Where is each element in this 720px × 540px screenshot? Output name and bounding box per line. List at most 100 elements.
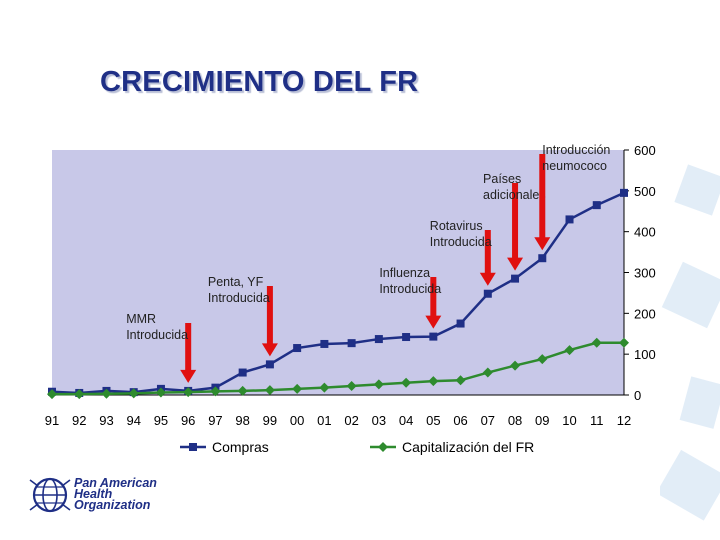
x-tick-label: 94 xyxy=(126,413,140,428)
decorative-watermark-icon xyxy=(660,164,720,521)
data-point xyxy=(537,354,548,365)
data-point xyxy=(511,274,520,283)
x-tick-label: 95 xyxy=(154,413,168,428)
org-name-line: Organization xyxy=(74,498,151,512)
y-tick-label: 500 xyxy=(634,184,656,199)
data-point xyxy=(264,385,275,396)
org-name-line: Pan American xyxy=(74,476,157,490)
series-line xyxy=(52,341,624,396)
data-point xyxy=(455,375,466,386)
data-point xyxy=(538,254,547,263)
annotation-arrow-head xyxy=(425,315,442,329)
x-tick-label: 93 xyxy=(99,413,113,428)
data-point xyxy=(401,377,412,388)
data-point xyxy=(428,376,439,387)
x-tick-label: 04 xyxy=(399,413,413,428)
x-tick-label: 12 xyxy=(617,413,631,428)
data-point xyxy=(155,387,166,398)
x-tick-label: 01 xyxy=(317,413,331,428)
data-point xyxy=(128,388,139,399)
data-point xyxy=(429,332,438,341)
annotation-arrow-head xyxy=(534,237,551,251)
paho-globe-logo-icon xyxy=(29,477,71,513)
data-point xyxy=(374,335,383,344)
data-point xyxy=(346,381,357,392)
data-point xyxy=(237,385,248,396)
annotation-arrow-shaft xyxy=(512,183,519,259)
annotation-label: Países xyxy=(483,172,521,186)
x-tick-label: 00 xyxy=(290,413,304,428)
x-tick-label: 10 xyxy=(562,413,576,428)
x-tick-label: 91 xyxy=(45,413,59,428)
data-point xyxy=(620,188,628,197)
y-tick-label: 200 xyxy=(634,306,656,321)
annotation-arrow-head xyxy=(261,343,278,357)
annotation-label: adicionales xyxy=(483,188,546,202)
data-point xyxy=(373,379,384,390)
data-point xyxy=(565,215,574,224)
annotation-label: Introducida xyxy=(208,291,270,305)
data-point xyxy=(510,360,521,371)
x-tick-label: 05 xyxy=(426,413,440,428)
annotation-label: Introducida xyxy=(430,235,492,249)
org-name-line: Health xyxy=(74,487,113,501)
x-tick-label: 07 xyxy=(481,413,495,428)
data-point xyxy=(482,367,493,378)
x-tick-label: 08 xyxy=(508,413,522,428)
annotation-label: Introducida xyxy=(379,282,441,296)
data-point xyxy=(101,388,112,399)
x-tick-label: 02 xyxy=(344,413,358,428)
data-point xyxy=(292,383,303,394)
x-tick-label: 92 xyxy=(72,413,86,428)
y-tick-label: 600 xyxy=(634,143,656,158)
y-tick-label: 100 xyxy=(634,347,656,362)
x-tick-label: 03 xyxy=(372,413,386,428)
plot-area xyxy=(52,150,624,395)
annotation-arrow-head xyxy=(507,257,524,271)
x-tick-label: 98 xyxy=(235,413,249,428)
annotation-label: Influenza xyxy=(379,266,430,280)
data-point xyxy=(319,382,330,393)
legend-marker xyxy=(189,443,197,451)
data-point xyxy=(265,360,274,369)
x-tick-label: 09 xyxy=(535,413,549,428)
data-point xyxy=(483,289,492,298)
annotation-arrow-shaft xyxy=(266,286,273,345)
data-point xyxy=(74,389,85,400)
slide-title: CRECIMIENTO DEL FR xyxy=(100,66,419,98)
annotation-arrow-shaft xyxy=(430,277,437,317)
annotation-label: Rotavirus xyxy=(430,219,483,233)
y-tick-label: 0 xyxy=(634,388,641,403)
y-tick-label: 400 xyxy=(634,225,656,240)
x-tick-label: 06 xyxy=(453,413,467,428)
annotation-arrow-shaft xyxy=(484,230,491,274)
data-point xyxy=(47,389,57,400)
legend-marker xyxy=(378,442,388,452)
data-point xyxy=(456,319,465,328)
data-point xyxy=(238,368,247,377)
x-tick-label: 97 xyxy=(208,413,222,428)
x-tick-label: 96 xyxy=(181,413,195,428)
annotation-arrow-head xyxy=(180,369,197,383)
data-point xyxy=(293,344,302,353)
data-point xyxy=(592,201,601,210)
data-point xyxy=(347,339,356,348)
data-point xyxy=(320,339,329,348)
annotation-arrow-shaft xyxy=(185,323,192,371)
annotation-label: neumococo xyxy=(542,159,607,173)
org-name: Pan American Health Organization xyxy=(74,476,157,512)
annotation-arrow-head xyxy=(479,272,496,286)
annotation-label: Introducida xyxy=(126,328,188,342)
series-line xyxy=(51,191,625,395)
legend-label: Capitalización del FR xyxy=(402,439,534,455)
annotation-arrow-shaft xyxy=(539,154,546,239)
data-point xyxy=(183,387,194,398)
data-point xyxy=(591,337,602,348)
data-point xyxy=(619,337,629,348)
legend-label: Compras xyxy=(212,439,269,455)
x-tick-label: 99 xyxy=(263,413,277,428)
data-point xyxy=(402,333,411,342)
data-point xyxy=(210,386,221,397)
annotation-label: MMR xyxy=(126,312,156,326)
